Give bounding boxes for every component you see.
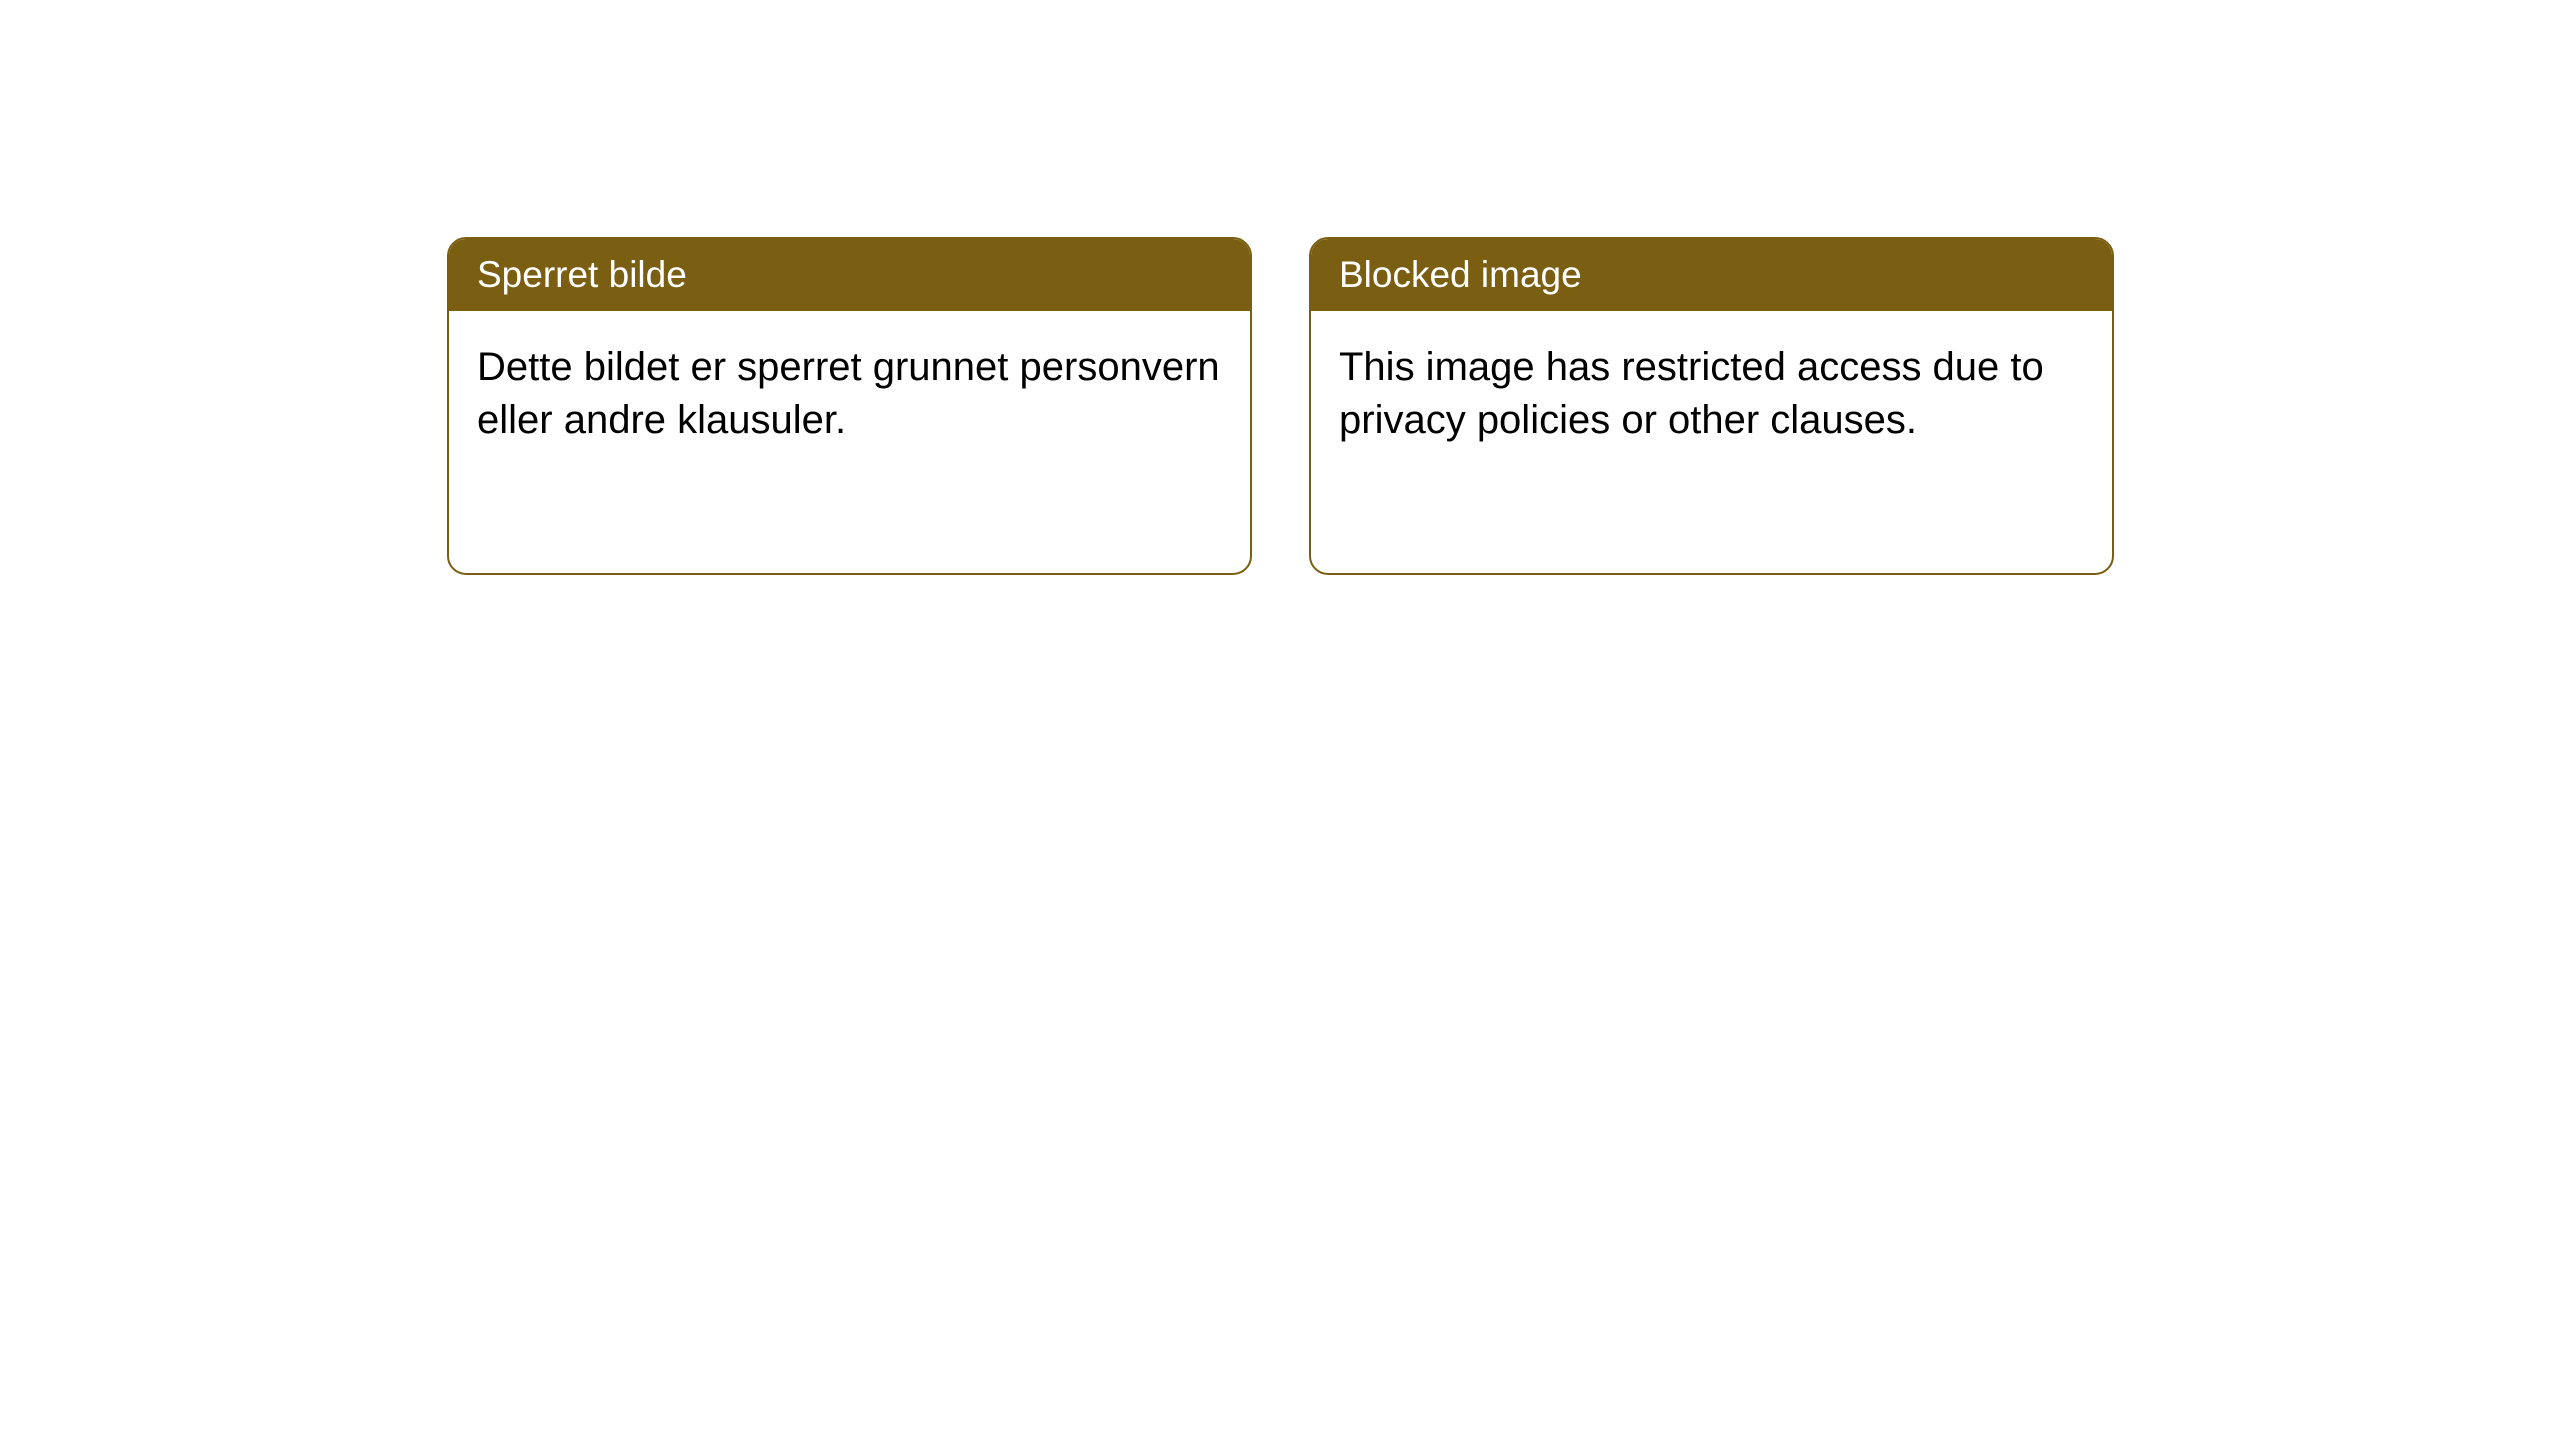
card-title: Sperret bilde: [477, 254, 687, 295]
card-body-text: Dette bildet er sperret grunnet personve…: [477, 345, 1220, 442]
card-header: Sperret bilde: [449, 239, 1250, 311]
notice-card-norwegian: Sperret bilde Dette bildet er sperret gr…: [447, 237, 1252, 575]
card-body: This image has restricted access due to …: [1311, 311, 2112, 477]
notice-card-english: Blocked image This image has restricted …: [1309, 237, 2114, 575]
notice-card-container: Sperret bilde Dette bildet er sperret gr…: [447, 237, 2114, 575]
card-header: Blocked image: [1311, 239, 2112, 311]
card-title: Blocked image: [1339, 254, 1582, 295]
card-body: Dette bildet er sperret grunnet personve…: [449, 311, 1250, 477]
card-body-text: This image has restricted access due to …: [1339, 345, 2044, 442]
